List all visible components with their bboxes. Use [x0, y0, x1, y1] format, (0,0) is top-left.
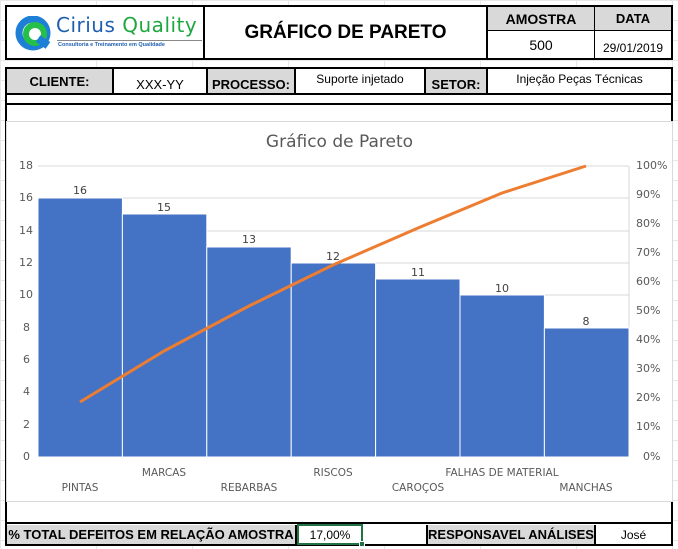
y-tick: 0	[23, 450, 30, 463]
logo-brand-cirius: Cirius	[56, 13, 116, 37]
y-tick: 14	[19, 224, 33, 237]
y-tick: 2	[23, 418, 30, 431]
y-tick: 8	[23, 321, 30, 334]
divider-row	[5, 95, 673, 105]
processo-value[interactable]: Suporte injetado	[296, 69, 426, 93]
y2-tick: 0%	[643, 450, 661, 463]
y2-tick: 80%	[636, 217, 661, 230]
y-tick: 16	[19, 191, 33, 204]
responsavel-label: RESPONSAVEL ANÁLISES	[426, 525, 596, 544]
y2-tick: 40%	[636, 333, 661, 346]
y-tick: 18	[19, 159, 33, 172]
chart-plot: 16 15 13 12 11 10 8	[37, 164, 630, 458]
x-category: MARCAS	[141, 467, 187, 479]
data-label: DATA	[595, 7, 671, 31]
x-category: CAROÇOS	[391, 482, 445, 494]
y-tick: 12	[19, 256, 33, 269]
logo-brand-quality: Quality	[122, 13, 198, 37]
y2-tick: 100%	[636, 159, 668, 172]
total-defeitos-label: % TOTAL DEFEITOS EM RELAÇÃO AMOSTRA	[7, 525, 297, 544]
selection-handle[interactable]	[359, 541, 365, 547]
logo-q-icon	[15, 16, 51, 51]
y2-tick: 30%	[636, 362, 661, 375]
data-value[interactable]: 29/01/2019	[602, 40, 664, 55]
y2-tick: 10%	[636, 420, 661, 433]
y2-tick: 70%	[636, 246, 661, 259]
x-category: MANCHAS	[559, 482, 613, 494]
x-category: FALHAS DE MATERIAL	[445, 467, 559, 479]
svg-text:10: 10	[495, 282, 509, 295]
cliente-label: CLIENTE:	[7, 69, 114, 93]
info-frame	[5, 67, 673, 95]
svg-text:12: 12	[326, 250, 340, 263]
logo-tagline: Consultoria e Treinamento em Qualidade	[58, 42, 165, 48]
x-category: PINTAS	[61, 482, 99, 494]
responsavel-value[interactable]: José	[620, 527, 647, 542]
svg-text:16: 16	[73, 184, 87, 197]
y-tick: 10	[19, 288, 33, 301]
amostra-label: AMOSTRA	[488, 7, 595, 31]
y2-tick: 20%	[636, 391, 661, 404]
cliente-value[interactable]: XXX-YY	[114, 69, 208, 93]
amostra-value[interactable]: 500	[488, 31, 595, 58]
total-defeitos-value[interactable]: 17,00%	[297, 524, 363, 545]
x-category: REBARBAS	[220, 482, 278, 494]
svg-text:15: 15	[157, 201, 171, 214]
svg-text:8: 8	[583, 315, 590, 328]
svg-text:13: 13	[242, 233, 256, 246]
processo-label: PROCESSO:	[208, 69, 296, 93]
logo: Cirius Quality Consultoria e Treinamento…	[7, 7, 205, 58]
bars	[37, 197, 630, 458]
cumulative-line	[79, 164, 587, 404]
y-tick: 4	[23, 385, 30, 398]
chart-title: Gráfico de Pareto	[265, 132, 414, 152]
setor-value[interactable]: Injeção Peças Técnicas	[516, 72, 643, 86]
y2-tick: 90%	[636, 188, 661, 201]
page-title: GRÁFICO DE PARETO	[205, 7, 488, 58]
y-tick: 6	[23, 353, 30, 366]
y2-tick: 50%	[636, 304, 661, 317]
y2-tick: 60%	[636, 275, 661, 288]
setor-label: SETOR:	[426, 69, 488, 93]
svg-text:11: 11	[411, 266, 425, 279]
pareto-chart[interactable]: Gráfico de Pareto 16 15 13 12 11 10 8 18 16	[6, 121, 673, 502]
x-category: RISCOS	[313, 467, 353, 479]
